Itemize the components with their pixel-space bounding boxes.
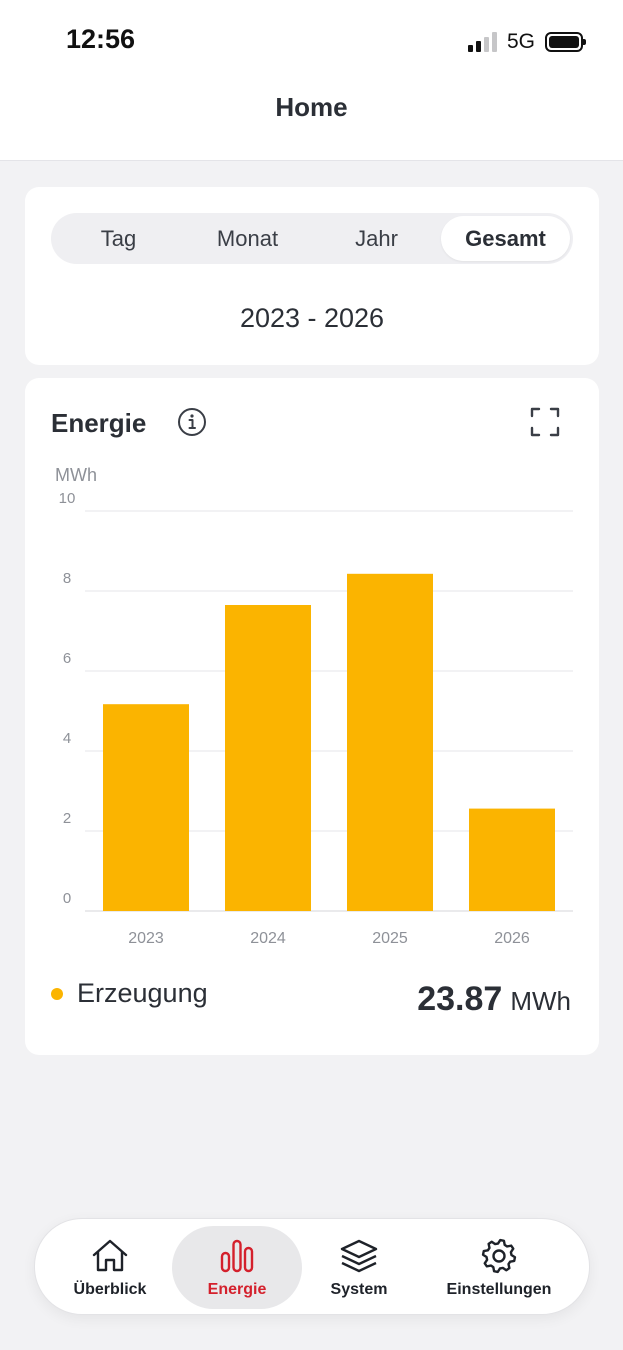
bar-2023[interactable] [103,704,189,911]
tab-tag[interactable]: Tag [100,225,137,251]
battery-icon [545,32,586,52]
tab-ueberblick[interactable]: Überblick [57,1226,163,1309]
chart-bars [103,573,555,911]
tab-label: System [330,1280,388,1298]
x-tick-label: 2025 [372,930,408,947]
home-icon [92,1239,128,1271]
x-tick-label: 2026 [494,930,530,947]
tab-monat[interactable]: Monat [216,225,279,251]
bar-2024[interactable] [225,605,311,911]
bottom-tab-bar: Überblick Energie System Einstellungen [34,1218,590,1315]
tab-label: Überblick [73,1280,147,1298]
x-tick-label: 2023 [128,930,164,947]
page-title: Home [275,92,348,122]
bar-2026[interactable] [469,808,555,911]
tab-system[interactable]: System [311,1226,407,1309]
y-tick-label: 2 [63,810,71,827]
signal-icon [467,32,497,52]
bar-chart-icon [220,1239,254,1272]
top-bar: 12:56 5G Home [0,0,623,161]
energy-bar-chart: MWh 0 2 4 6 8 10 2023 2024 2025 2026 [55,465,573,947]
tab-einstellungen[interactable]: Einstellungen [431,1226,567,1309]
x-axis-ticks: 2023 2024 2025 2026 [128,930,530,947]
period-segmented-control: Tag Monat Jahr Gesamt [51,213,573,264]
energy-title: Energie [51,408,147,438]
tab-gesamt[interactable]: Gesamt [441,216,570,261]
legend-label: Erzeugung [77,978,208,1008]
gear-icon [481,1238,517,1273]
energy-card: Energie MWh 0 2 4 6 8 10 2023 2024 2025 2026 Erz… [25,378,599,1055]
tab-jahr[interactable]: Jahr [355,225,398,251]
y-tick-label: 8 [63,570,71,587]
network-label: 5G [506,30,535,53]
status-time: 12:56 [66,24,136,54]
layers-icon [340,1239,378,1272]
legend: Erzeugung [51,978,208,1009]
tab-label: Energie [207,1280,267,1298]
info-icon[interactable] [177,407,207,437]
total-unit: MWh [510,986,571,1016]
tab-energie[interactable]: Energie [172,1226,302,1309]
total-energy: 23.87 MWh [417,980,571,1019]
date-range: 2023 - 2026 [239,303,385,333]
y-tick-label: 6 [63,650,71,667]
x-tick-label: 2024 [250,930,286,947]
bar-2025[interactable] [347,573,433,911]
status-indicators: 5G [467,28,586,56]
legend-dot [51,987,63,1000]
total-value: 23.87 [417,980,503,1018]
expand-icon[interactable] [530,407,560,437]
period-card: Tag Monat Jahr Gesamt 2023 - 2026 [25,187,599,365]
tab-label: Einstellungen [446,1280,552,1298]
y-tick-label: 0 [63,890,71,907]
y-axis-label: MWh [55,465,97,485]
y-tick-label: 4 [63,730,71,747]
y-tick-label: 10 [59,490,76,507]
